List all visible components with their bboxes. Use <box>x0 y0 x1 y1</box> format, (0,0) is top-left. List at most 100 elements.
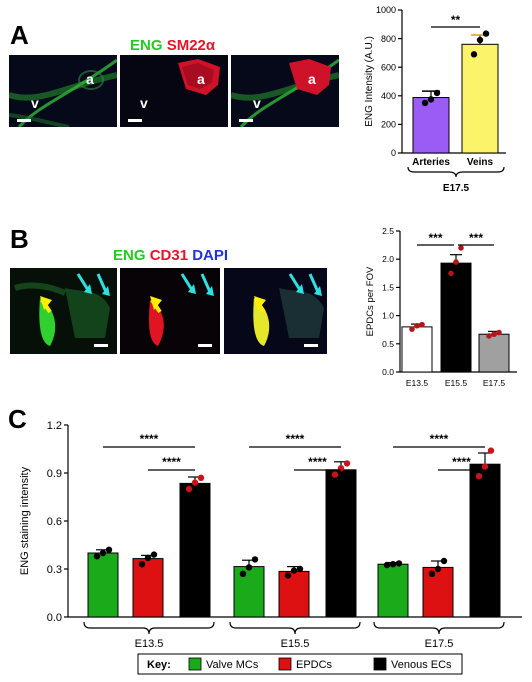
legend-label: Valve MCs <box>206 659 259 671</box>
data-point <box>251 556 259 563</box>
significance-label: *** <box>428 231 442 245</box>
micrograph-b-eng <box>10 268 117 354</box>
data-point <box>239 570 247 577</box>
y-tick-label: 2.5 <box>382 226 394 236</box>
y-tick-label: 0.0 <box>47 612 62 624</box>
micrograph-a-eng: a v <box>9 55 117 127</box>
stain-cd31-label: CD31 <box>149 247 189 264</box>
scale-bar <box>17 119 31 122</box>
data-point <box>389 561 397 568</box>
group-brace <box>83 621 215 635</box>
data-point <box>496 329 502 336</box>
data-point <box>440 557 448 565</box>
chart-c-eng-staining: 0.0 0.3 0.6 0.9 1.2 ENG staining intensity ***… <box>19 420 522 675</box>
scale-bar <box>304 344 318 347</box>
micrograph-a-eng-image <box>9 55 117 127</box>
data-point <box>491 331 497 338</box>
panel-a-letter: A <box>10 20 29 50</box>
data-point <box>481 463 489 470</box>
legend-swatch <box>188 657 202 671</box>
data-point <box>245 564 253 571</box>
scale-bar <box>94 344 108 347</box>
y-axis-label: EPDCs per FOV <box>365 266 376 336</box>
data-point <box>331 471 339 478</box>
label-vein: v <box>253 95 261 111</box>
chart-a-eng-intensity: 0 200 400 600 800 1000 ENG Intensity (A.U.) Art… <box>364 5 506 194</box>
panel-c-letter: C <box>8 404 27 434</box>
data-point <box>448 270 454 277</box>
data-point <box>486 333 492 339</box>
y-tick-label: 200 <box>381 120 396 130</box>
legend-swatch <box>373 657 387 671</box>
legend-swatch <box>278 657 292 671</box>
label-vein: v <box>140 95 148 111</box>
y-tick-label: 0.0 <box>382 367 394 377</box>
label-artery: a <box>197 71 205 87</box>
group-brace <box>229 621 361 635</box>
y-tick-label: 0.6 <box>47 516 62 528</box>
data-point <box>482 30 490 37</box>
x-tick-label: Veins <box>467 157 494 168</box>
data-point <box>343 460 351 467</box>
x-tick-label: E13.5 <box>406 378 428 388</box>
data-point <box>144 554 152 561</box>
significance-label: **** <box>308 455 327 469</box>
data-point <box>191 479 199 486</box>
significance-label: **** <box>452 455 471 469</box>
x-tick-label: E13.5 <box>135 638 164 650</box>
bar-epdcs <box>422 566 454 618</box>
scale-bar <box>239 119 253 122</box>
significance-label: **** <box>286 432 305 446</box>
data-point <box>197 474 205 481</box>
data-point <box>296 565 304 573</box>
data-point <box>470 51 478 58</box>
legend-key-label: Key: <box>147 659 171 671</box>
bar-E17.5 <box>478 333 510 373</box>
x-tick-label: E15.5 <box>281 638 310 650</box>
label-artery: a <box>86 71 94 87</box>
stain-sm22a-label: SM22α <box>166 37 216 54</box>
data-point <box>395 560 403 567</box>
y-tick-label: 0.3 <box>47 564 62 576</box>
bar-veins <box>461 43 499 154</box>
y-tick-label: 0.5 <box>382 339 394 349</box>
significance-label: **** <box>162 455 181 469</box>
data-point <box>150 551 158 558</box>
panel-b-stain-legend: ENG CD31 DAPI <box>113 247 228 264</box>
y-tick-label: 800 <box>381 34 396 44</box>
y-tick-label: 1.0 <box>382 311 394 321</box>
bar-venous-ecs <box>469 463 501 618</box>
bar-valve-mcs <box>377 563 409 618</box>
data-point <box>458 245 464 251</box>
bar-E15.5 <box>440 262 472 373</box>
group-brace <box>373 621 505 635</box>
bar-epdcs <box>278 570 310 618</box>
y-tick-label: 1.2 <box>47 420 62 432</box>
y-tick-label: 600 <box>381 62 396 72</box>
data-point <box>409 326 415 332</box>
group-label: E17.5 <box>443 183 470 194</box>
significance-label: **** <box>430 432 449 446</box>
legend-label: EPDCs <box>296 659 333 671</box>
bar-venous-ecs <box>325 469 357 618</box>
chart-b-epdcs-per-fov: 0.0 0.5 1.0 1.5 2.0 2.5 EPDCs per FOV E13.5 E15.… <box>365 226 517 388</box>
group-brace <box>407 166 505 178</box>
data-point <box>383 561 391 569</box>
stain-dapi-label: DAPI <box>192 247 229 264</box>
significance-label: *** <box>469 231 483 245</box>
data-point <box>105 546 113 553</box>
scale-bar <box>198 344 212 347</box>
x-tick-label: Arteries <box>412 157 450 168</box>
bar-valve-mcs <box>233 566 265 618</box>
bar-arteries <box>412 97 450 154</box>
bar-venous-ecs <box>179 482 211 618</box>
significance-label: **** <box>140 432 159 446</box>
micrograph-a-merge-image <box>231 55 339 127</box>
data-point <box>93 553 101 560</box>
data-point <box>433 89 441 97</box>
data-point <box>419 321 425 328</box>
micrograph-b-cd31 <box>120 268 220 354</box>
y-axis-label: ENG Intensity (A.U.) <box>364 36 375 127</box>
micrograph-a-sm22: a v <box>120 55 228 127</box>
y-tick-label: 0 <box>391 148 396 158</box>
